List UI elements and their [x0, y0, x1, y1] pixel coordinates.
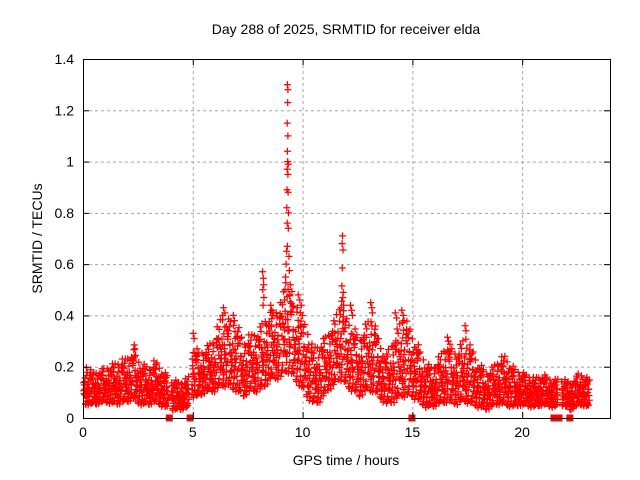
y-tick-label: 1: [66, 154, 74, 170]
chart-title: Day 288 of 2025, SRMTID for receiver eld…: [212, 21, 481, 37]
x-tick-label: 10: [295, 424, 311, 440]
plot-area: 0 5 10 15 20 0 0.2 0.4 0.6 0.8 1 1.2 1.4: [55, 51, 611, 440]
x-tick-label: 20: [514, 424, 530, 440]
y-tick-label: 1.2: [55, 102, 75, 118]
y-axis-label: SRMTID / TECUs: [29, 183, 45, 293]
x-axis-label: GPS time / hours: [293, 452, 400, 468]
y-tick-label: 1.4: [55, 51, 75, 67]
x-tick-label: 0: [79, 424, 87, 440]
y-tick-label: 0: [66, 410, 74, 426]
plot-border: [83, 59, 611, 419]
x-tick-label: 5: [189, 424, 197, 440]
scatter-points: [80, 81, 593, 414]
y-tick-label: 0.6: [55, 256, 75, 272]
y-tick-label: 0.8: [55, 205, 75, 221]
y-tick-label: 0.4: [55, 307, 75, 323]
x-tick-label: 15: [405, 424, 421, 440]
y-tick-label: 0.2: [55, 359, 75, 375]
